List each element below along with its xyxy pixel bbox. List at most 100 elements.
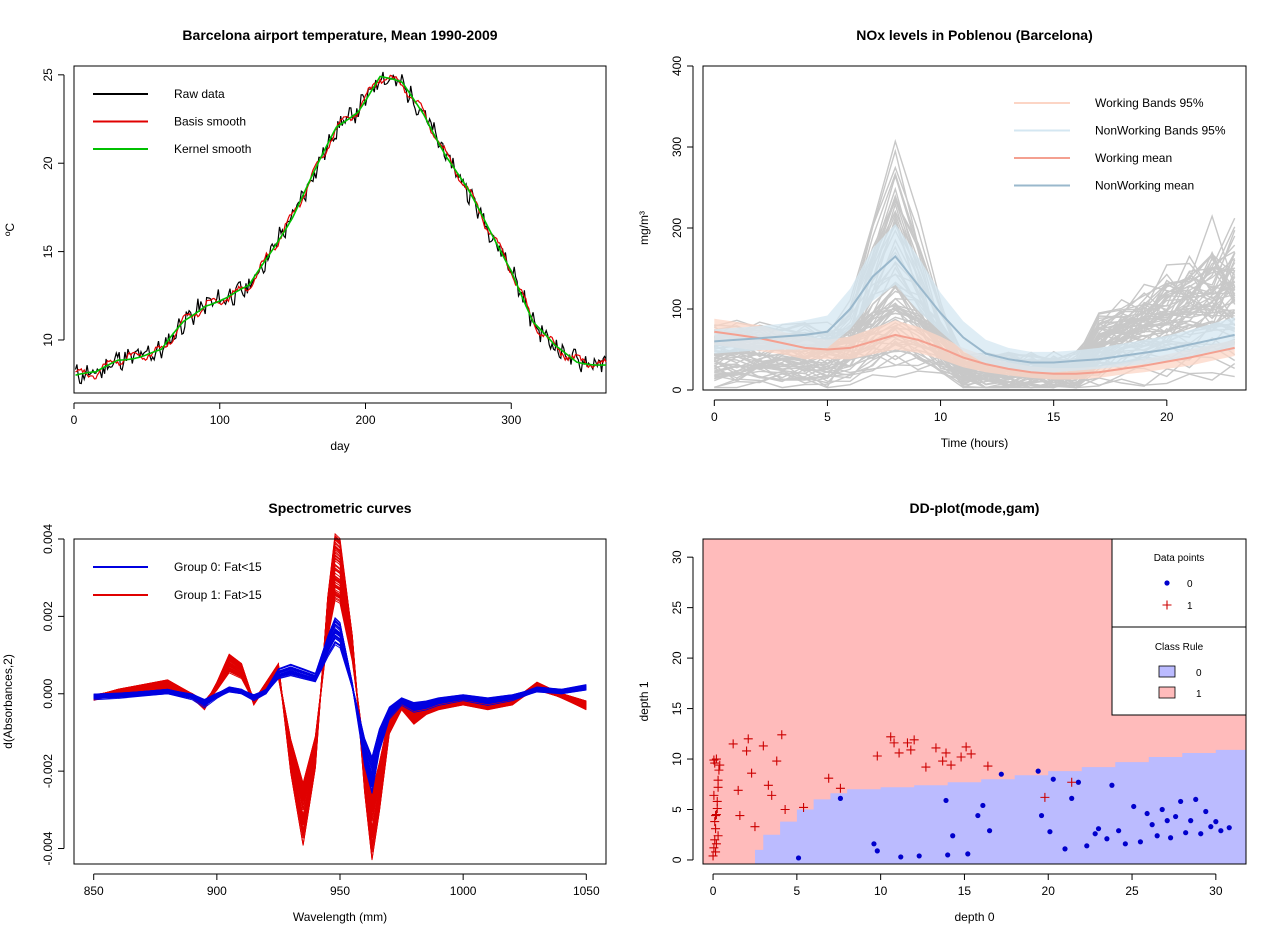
data-point-class-0 — [874, 848, 880, 854]
data-point-class-1 — [712, 803, 722, 813]
y-axis-label: ºC — [3, 223, 17, 236]
data-point-class-1 — [742, 746, 752, 756]
x-tick-label: 15 — [958, 884, 972, 898]
x-axis-label: depth 0 — [954, 910, 994, 924]
data-point-class-1 — [750, 822, 760, 832]
data-point-class-0 — [1109, 782, 1115, 788]
legend-label: Group 0: Fat<15 — [174, 560, 262, 574]
data-point-class-1 — [772, 756, 782, 766]
y-tick-label: 5 — [670, 806, 684, 813]
data-point-class-1 — [711, 811, 721, 821]
chart-title: DD-plot(mode,gam) — [910, 500, 1040, 516]
x-tick-label: 10 — [874, 884, 888, 898]
observation-curve — [714, 201, 1236, 389]
legend-rule-swatch-0 — [1158, 665, 1176, 678]
y-tick-label: 20 — [670, 651, 684, 665]
legend-label: NonWorking mean — [1095, 179, 1194, 193]
x-tick-label: 25 — [1125, 884, 1139, 898]
data-point-class-0 — [950, 833, 956, 839]
spectrometric-chart: Spectrometric curves Wavelength (mm) d(Abs… — [1, 500, 607, 924]
data-point-class-0 — [998, 771, 1004, 777]
legend-data-points-box — [1111, 538, 1247, 628]
data-point-class-0 — [837, 795, 844, 801]
data-point-class-0 — [1144, 810, 1150, 817]
data-point-class-0 — [1038, 812, 1045, 819]
working-mean-line — [714, 330, 1235, 375]
data-point-class-0 — [1213, 819, 1219, 825]
chart-title: NOx levels in Poblenou (Barcelona) — [856, 27, 1093, 43]
spectrum-curve — [93, 635, 587, 775]
x-tick-label: 20 — [1160, 410, 1174, 424]
spectrum-curve — [93, 641, 587, 762]
data-point-class-1 — [713, 775, 723, 785]
data-point-class-1 — [799, 802, 809, 812]
legend-label: Working Bands 95% — [1095, 96, 1204, 110]
data-point-class-0 — [943, 797, 949, 804]
data-point-class-1 — [711, 839, 721, 849]
plot-frame — [702, 65, 1247, 391]
data-point-class-1 — [956, 752, 966, 762]
data-point-class-0 — [1149, 822, 1155, 828]
y-tick-label: 15 — [670, 702, 684, 716]
data-point-class-0 — [1226, 825, 1232, 831]
legend-label: 1 — [1196, 689, 1202, 700]
data-point-class-1 — [728, 739, 738, 749]
nox-chart: NOx levels in Poblenou (Barcelona) Time (… — [637, 27, 1247, 450]
data-point-class-0 — [1050, 776, 1056, 782]
data-point-class-0 — [945, 852, 951, 858]
y-axis-label: depth 1 — [637, 681, 651, 721]
data-point-class-0 — [1154, 833, 1160, 839]
data-point-class-1 — [1040, 792, 1050, 802]
data-point-class-1 — [961, 742, 971, 752]
observation-curve — [714, 267, 1236, 383]
y-tick-label: 200 — [670, 218, 684, 238]
data-point-class-1 — [711, 810, 721, 820]
data-point-class-1 — [714, 765, 724, 775]
y-tick-label: 0.004 — [41, 524, 55, 554]
legend-label: Group 1: Fat>15 — [174, 588, 262, 602]
data-point-class-0 — [1062, 846, 1068, 852]
x-tick-label: 1000 — [450, 884, 477, 898]
x-tick-label: 200 — [355, 413, 375, 427]
data-point-class-1 — [711, 824, 721, 834]
data-point-class-1 — [835, 783, 845, 793]
x-tick-label: 30 — [1209, 884, 1223, 898]
data-point-class-0 — [1167, 835, 1174, 841]
data-point-class-1 — [938, 756, 948, 766]
y-tick-label: 15 — [41, 245, 55, 259]
data-point-class-0 — [1198, 831, 1204, 837]
legend-class-rule-box — [1111, 626, 1247, 716]
y-tick-label: 0.002 — [41, 601, 55, 631]
legend-title: Class Rule — [1155, 642, 1204, 653]
data-point-class-1 — [921, 762, 931, 772]
x-tick-label: 0 — [710, 884, 717, 898]
data-point-class-0 — [1178, 798, 1184, 805]
data-point-class-0 — [1116, 828, 1122, 834]
legend-title: Data points — [1154, 553, 1205, 564]
legend-label: NonWorking Bands 95% — [1095, 124, 1226, 138]
legend-point-marker-1 — [1162, 600, 1172, 610]
y-tick-label: 25 — [670, 601, 684, 615]
nonworking-band-95 — [714, 224, 1235, 373]
data-point-class-1 — [735, 811, 745, 821]
data-point-class-1 — [747, 768, 757, 778]
x-tick-label: 100 — [210, 413, 230, 427]
data-point-class-1 — [886, 732, 896, 742]
data-point-class-0 — [871, 841, 877, 847]
y-tick-label: -0.002 — [41, 754, 55, 788]
data-point-class-0 — [1218, 828, 1224, 834]
x-tick-label: 0 — [71, 413, 78, 427]
temperature-chart: Barcelona airport temperature, Mean 1990… — [3, 27, 607, 453]
legend-label: Working mean — [1095, 151, 1172, 165]
data-point-class-0 — [898, 854, 904, 860]
data-point-class-0 — [1095, 826, 1102, 832]
dd-plot-chart: DD-plot(mode,gam) depth 0 depth 1 0 5 10 15 20 2… — [637, 500, 1247, 924]
data-point-class-0 — [1131, 803, 1137, 810]
data-point-class-0 — [1122, 841, 1128, 847]
x-tick-label: 1050 — [573, 884, 600, 898]
data-point-class-1 — [906, 745, 916, 755]
x-tick-label: 950 — [330, 884, 350, 898]
y-tick-label: 10 — [670, 752, 684, 766]
plot-frame — [73, 538, 607, 865]
